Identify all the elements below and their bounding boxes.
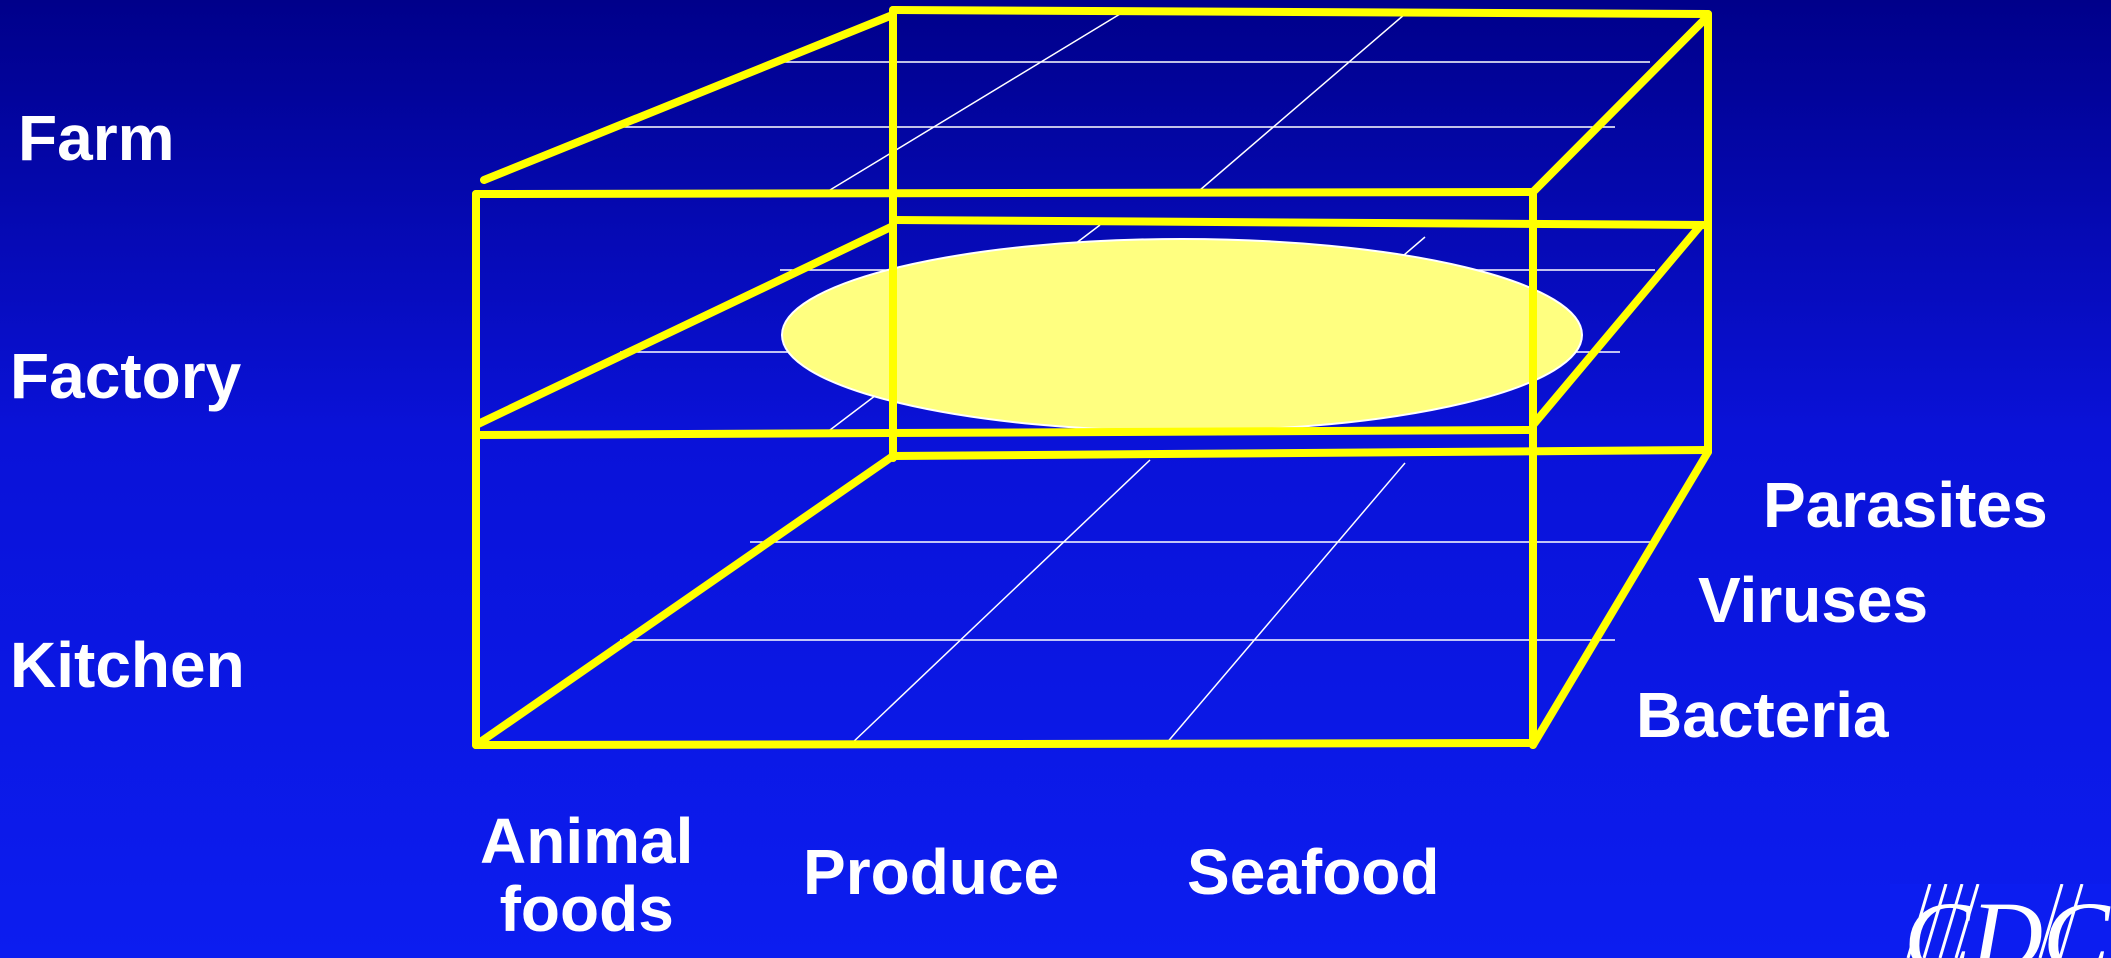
- highlight-ellipse: [781, 238, 1583, 432]
- stage-label-farm: Farm: [18, 102, 175, 174]
- category-label-produce: Produce: [803, 836, 1060, 908]
- category-label-animal-line1: Animal: [480, 805, 694, 877]
- agent-label-viruses: Viruses: [1698, 564, 1929, 636]
- grid-bottom-layer: [620, 459, 1655, 746]
- agent-label-parasites: Parasites: [1763, 469, 2048, 541]
- cube-frame: [472, 6, 1712, 749]
- cdc-logo-text: CDC: [1904, 884, 2111, 958]
- agent-label-bacteria: Bacteria: [1636, 679, 1889, 751]
- category-label-animal-foods: Animal foods: [480, 805, 694, 945]
- cdc-logo-graphic: CDC: [1890, 884, 2111, 958]
- stage-label-factory: Factory: [10, 340, 242, 412]
- grid-top-layer: [620, 13, 1650, 191]
- category-label-seafood: Seafood: [1187, 836, 1440, 908]
- category-label-animal-line2: foods: [499, 872, 674, 945]
- cdc-logo: CDC: [1890, 884, 2111, 958]
- stage-label-kitchen: Kitchen: [10, 629, 245, 701]
